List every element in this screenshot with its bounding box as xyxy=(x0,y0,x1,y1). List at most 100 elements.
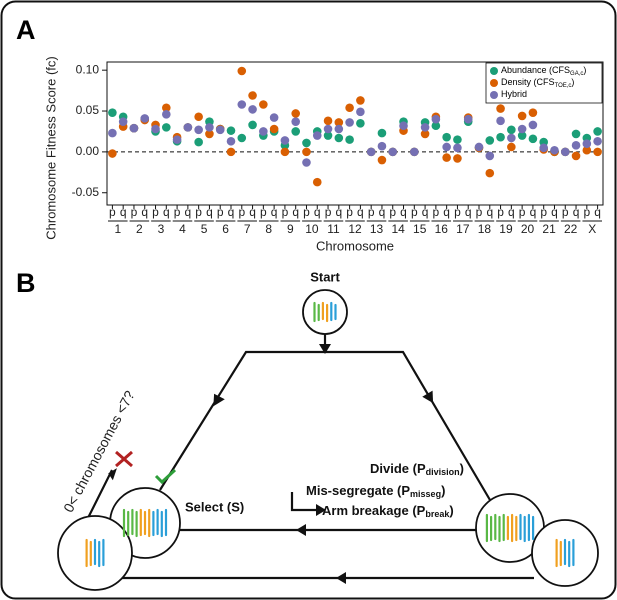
point xyxy=(269,113,279,122)
point xyxy=(377,141,387,151)
x-tick-label: q xyxy=(185,205,192,219)
point xyxy=(571,141,581,150)
group-label: 7 xyxy=(244,222,251,236)
arrow xyxy=(422,390,434,404)
point xyxy=(162,109,171,119)
point xyxy=(162,123,171,132)
x-tick-label: q xyxy=(335,205,342,219)
point xyxy=(550,145,559,155)
point xyxy=(507,133,516,143)
x-axis-label: Chromosome xyxy=(316,238,394,253)
point xyxy=(431,114,441,124)
arrow xyxy=(296,524,306,536)
x-tick-label: p xyxy=(411,205,418,219)
point xyxy=(248,120,257,130)
text: ) xyxy=(449,503,453,518)
subscript: break xyxy=(425,509,450,519)
point xyxy=(205,129,214,139)
point xyxy=(162,103,171,113)
text: ) xyxy=(583,65,586,75)
select-label: Select (S) xyxy=(185,499,244,514)
group-label: 14 xyxy=(391,222,405,236)
point xyxy=(302,147,311,157)
x-tick-label: q xyxy=(422,205,429,219)
point xyxy=(442,153,451,162)
point xyxy=(129,123,139,133)
legend-box xyxy=(485,62,603,104)
point xyxy=(291,109,300,118)
panel-label: B xyxy=(16,268,36,298)
legend-label: Density (CFSTOE,c) xyxy=(501,77,574,88)
group-label: 20 xyxy=(521,222,535,236)
x-tick-label: p xyxy=(519,205,526,219)
point xyxy=(151,124,160,134)
arrow xyxy=(108,468,117,481)
x-tick-label: p xyxy=(562,205,569,219)
x-tick-label: q xyxy=(314,205,321,219)
point xyxy=(302,138,311,148)
subscript: division xyxy=(426,467,460,477)
point xyxy=(280,136,290,145)
x-tick-label: q xyxy=(292,205,299,219)
group-label: 4 xyxy=(179,222,186,236)
text: Hybrid xyxy=(501,89,527,99)
point xyxy=(582,145,592,155)
arrow xyxy=(336,572,346,584)
x-tick-label: q xyxy=(400,205,407,219)
y-tick-label: 0.10 xyxy=(76,62,100,76)
point xyxy=(485,168,495,178)
point xyxy=(582,139,592,149)
x-tick-label: p xyxy=(260,205,267,219)
point xyxy=(118,117,128,126)
group-label: 11 xyxy=(327,222,340,236)
group-label: 8 xyxy=(265,222,272,236)
x-tick-label: q xyxy=(594,205,601,219)
text: Arm breakage (P xyxy=(322,503,426,518)
y-tick-label: -0.05 xyxy=(72,185,100,199)
point xyxy=(269,124,279,134)
point xyxy=(237,133,247,143)
group-label: 21 xyxy=(542,222,556,236)
arrow xyxy=(319,344,331,354)
text: ) xyxy=(571,77,574,87)
group-label: 22 xyxy=(564,222,578,236)
subscript: TOE,c xyxy=(555,83,572,89)
plot-area xyxy=(106,61,604,206)
x-tick-label: q xyxy=(163,205,170,219)
point xyxy=(108,128,117,138)
point xyxy=(334,124,344,134)
point xyxy=(399,121,408,131)
text: Abundance (CFS xyxy=(501,65,570,75)
point xyxy=(474,142,484,152)
x-tick-label: q xyxy=(357,205,364,219)
point xyxy=(496,104,505,113)
point xyxy=(571,151,581,161)
point xyxy=(496,132,505,142)
x-tick-label: p xyxy=(540,205,547,219)
text: Divide (P xyxy=(370,461,426,476)
x-tick-label: q xyxy=(228,205,235,219)
x-tick-label: p xyxy=(497,205,504,219)
point xyxy=(302,158,311,167)
point xyxy=(312,131,322,140)
x-tick-label: q xyxy=(443,205,450,219)
x-tick-label: q xyxy=(120,205,127,219)
x-tick-label: p xyxy=(325,205,332,219)
point xyxy=(420,123,430,132)
diagram: Start Select (S) 0< chromosomes <7? Divi… xyxy=(57,269,599,591)
x-tick-label: q xyxy=(271,205,278,219)
point xyxy=(485,151,495,161)
cell xyxy=(302,289,348,335)
point xyxy=(345,118,354,127)
point xyxy=(248,105,257,114)
point xyxy=(334,118,344,127)
condition-line xyxy=(87,469,113,519)
x-tick-label: p xyxy=(433,205,440,219)
arrow xyxy=(316,504,326,516)
group-label: 9 xyxy=(287,222,294,236)
group-label: 12 xyxy=(348,222,362,236)
point xyxy=(291,117,300,126)
point xyxy=(259,100,268,109)
point xyxy=(356,96,365,105)
